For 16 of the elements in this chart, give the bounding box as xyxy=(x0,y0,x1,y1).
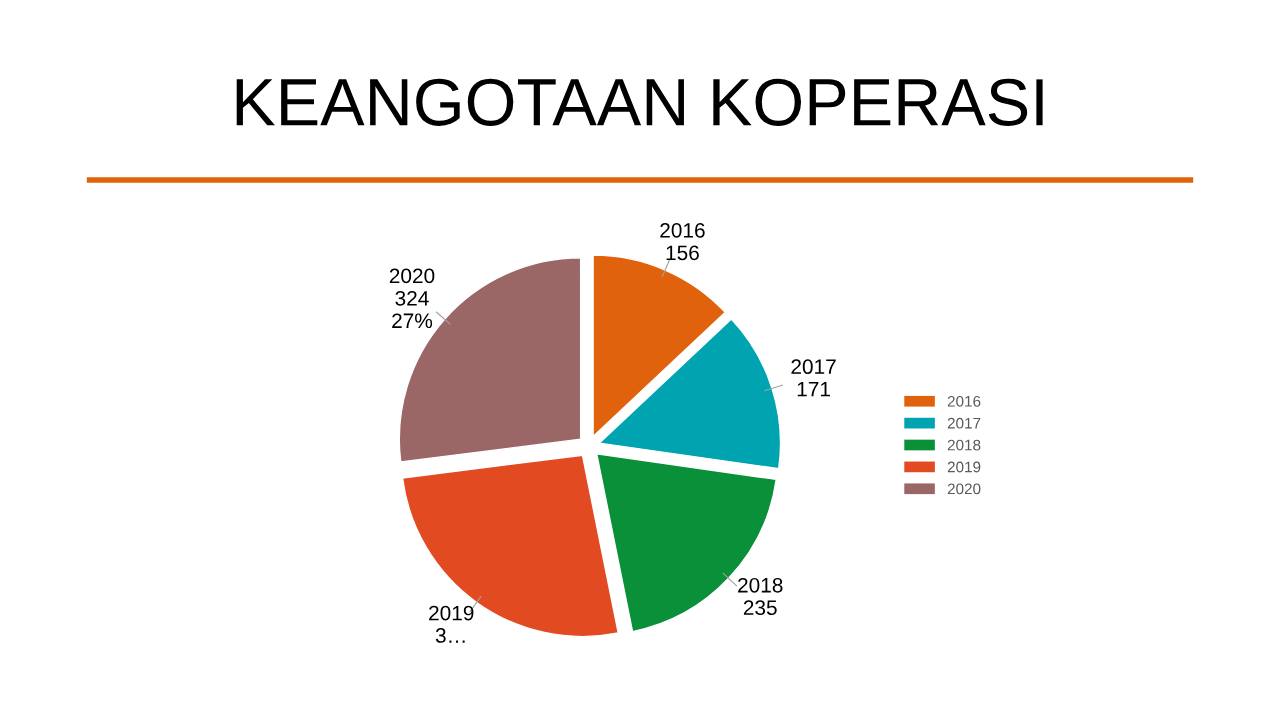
legend-label: 2018 xyxy=(947,439,981,451)
data-label: 235 xyxy=(743,600,777,616)
data-label: 324 27% xyxy=(392,290,433,329)
chart-title: KEANGOTAAN KOPERASI xyxy=(236,78,1043,126)
data-label: 156 xyxy=(666,245,699,261)
legend-label: 2019 xyxy=(947,461,981,473)
legend-label: 2016 xyxy=(947,395,981,407)
legend-label: 2017 xyxy=(947,417,981,429)
slice-label: 2016 xyxy=(660,222,705,238)
slice-label: 2019 xyxy=(429,605,474,621)
slice-label: 2017 xyxy=(791,359,836,375)
slice-label: 2018 xyxy=(738,577,783,593)
data-label: 3… xyxy=(435,628,465,643)
legend-label: 2020 xyxy=(947,483,981,495)
slice-label: 2020 xyxy=(389,268,435,284)
data-label: 171 xyxy=(797,381,830,397)
